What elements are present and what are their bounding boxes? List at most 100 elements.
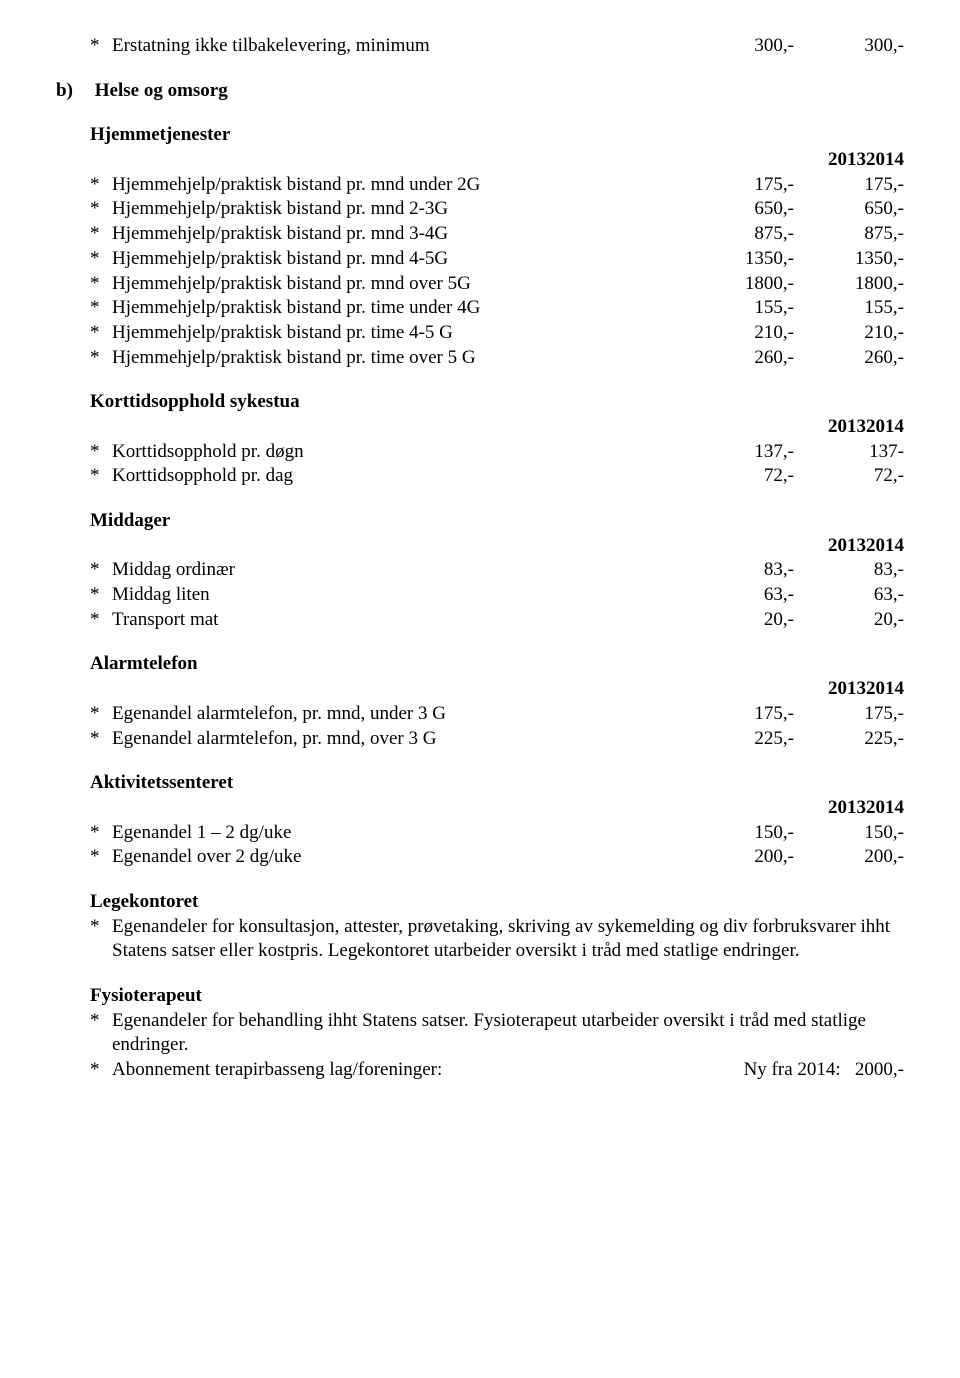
paragraph-text: Egenandeler for behandling ihht Statens …	[112, 1009, 904, 1058]
bullet-icon: *	[90, 1009, 112, 1058]
row-label: Korttidsopphold pr. døgn	[112, 440, 684, 465]
subsection-title: Middager	[90, 509, 904, 534]
table-row: *Korttidsopphold pr. døgn137,-137-	[90, 440, 904, 465]
table-row: *Hjemmehjelp/praktisk bistand pr. mnd ov…	[90, 272, 904, 297]
row-col-2013: 260,-	[684, 346, 794, 371]
row-col-2013: 137,-	[684, 440, 794, 465]
rows-container: *Egenandel alarmtelefon, pr. mnd, under …	[90, 702, 904, 751]
row-col-2014: 260,-	[794, 346, 904, 371]
row-col-2014: 155,-	[794, 296, 904, 321]
subsection-header: Alarmtelefon	[90, 652, 904, 677]
paragraph: * Egenandeler for konsultasjon, attester…	[90, 915, 904, 964]
paragraph: * Egenandeler for behandling ihht Staten…	[90, 1009, 904, 1058]
bullet-icon: *	[90, 845, 112, 870]
table-row: * Erstatning ikke tilbakelevering, minim…	[90, 34, 904, 59]
bullet-icon: *	[90, 727, 112, 752]
rows-container: *Hjemmehjelp/praktisk bistand pr. mnd un…	[90, 173, 904, 371]
row-label: Egenandel 1 – 2 dg/uke	[112, 821, 684, 846]
row-label: Egenandel over 2 dg/uke	[112, 845, 684, 870]
section-header: b) Helse og omsorg	[56, 79, 904, 104]
table-row: *Korttidsopphold pr. dag72,-72,-	[90, 464, 904, 489]
bullet-icon: *	[90, 173, 112, 198]
row-label: Korttidsopphold pr. dag	[112, 464, 684, 489]
row-col-2014: 1350,-	[794, 247, 904, 272]
year-col-2013: 2013	[828, 677, 866, 702]
row-col-2014: 150,-	[794, 821, 904, 846]
bullet-icon: *	[90, 222, 112, 247]
subsection-title: Alarmtelefon	[90, 652, 904, 677]
row-col-2014: 137-	[794, 440, 904, 465]
subsection-title: Hjemmetjenester	[90, 123, 904, 148]
subsection-header: Korttidsopphold sykestua	[90, 390, 904, 415]
row-col-2014: 72,-	[794, 464, 904, 489]
row-label: Transport mat	[112, 608, 684, 633]
year-col-2014: 2014	[866, 534, 904, 559]
bullet-icon: *	[90, 915, 112, 964]
row-label: Middag liten	[112, 583, 684, 608]
year-header: 2013 2014	[90, 796, 904, 821]
row-col-2014: 63,-	[794, 583, 904, 608]
year-header: 2013 2014	[90, 148, 904, 173]
subsection-title: Korttidsopphold sykestua	[90, 390, 904, 415]
bullet-icon: *	[90, 1058, 112, 1083]
bullet-icon: *	[90, 702, 112, 727]
subsection-title: Legekontoret	[90, 890, 904, 915]
row-label: Hjemmehjelp/praktisk bistand pr. time un…	[112, 296, 684, 321]
row-col-2013: 20,-	[684, 608, 794, 633]
row-label: Hjemmehjelp/praktisk bistand pr. mnd 4-5…	[112, 247, 684, 272]
table-row: *Middag liten63,-63,-	[90, 583, 904, 608]
year-col-2014: 2014	[866, 148, 904, 173]
bullet-icon: *	[90, 272, 112, 297]
row-label: Erstatning ikke tilbakelevering, minimum	[112, 34, 684, 59]
row-col-2014: 83,-	[794, 558, 904, 583]
subsection-title: Fysioterapeut	[90, 984, 904, 1009]
row-col-2013: 155,-	[684, 296, 794, 321]
row-label: Abonnement terapirbasseng lag/foreninger…	[112, 1058, 744, 1083]
row-label: Hjemmehjelp/praktisk bistand pr. mnd 2-3…	[112, 197, 684, 222]
table-row: *Middag ordinær83,-83,-	[90, 558, 904, 583]
row-label: Hjemmehjelp/praktisk bistand pr. time 4-…	[112, 321, 684, 346]
row-col-2014: 175,-	[794, 173, 904, 198]
year-col-2013: 2013	[828, 148, 866, 173]
row-label: Hjemmehjelp/praktisk bistand pr. mnd ove…	[112, 272, 684, 297]
row-col-2013: 150,-	[684, 821, 794, 846]
bullet-icon: *	[90, 464, 112, 489]
bullet-icon: *	[90, 34, 112, 59]
row-col-2014: 225,-	[794, 727, 904, 752]
bullet-icon: *	[90, 346, 112, 371]
row-col-2014: 300,-	[794, 34, 904, 59]
row-label: Hjemmehjelp/praktisk bistand pr. mnd und…	[112, 173, 684, 198]
row-col-2014: 1800,-	[794, 272, 904, 297]
row-col-2013: 1350,-	[684, 247, 794, 272]
subsection-header: Aktivitetssenteret	[90, 771, 904, 796]
section-title: Helse og omsorg	[95, 80, 228, 101]
row-label: Hjemmehjelp/praktisk bistand pr. time ov…	[112, 346, 684, 371]
row-col-2014: 20,-	[794, 608, 904, 633]
bullet-icon: *	[90, 247, 112, 272]
year-col-2014: 2014	[866, 796, 904, 821]
table-row: *Hjemmehjelp/praktisk bistand pr. time 4…	[90, 321, 904, 346]
table-row: *Hjemmehjelp/praktisk bistand pr. mnd 4-…	[90, 247, 904, 272]
bullet-icon: *	[90, 197, 112, 222]
section-letter: b)	[56, 79, 90, 104]
row-col-2014: 650,-	[794, 197, 904, 222]
table-row: *Hjemmehjelp/praktisk bistand pr. time o…	[90, 346, 904, 371]
row-col-2014: 200,-	[794, 845, 904, 870]
year-header: 2013 2014	[90, 415, 904, 440]
rows-container: *Korttidsopphold pr. døgn137,-137-*Kortt…	[90, 440, 904, 489]
paragraph-text: Egenandeler for konsultasjon, attester, …	[112, 915, 904, 964]
bullet-icon: *	[90, 583, 112, 608]
row-col-2013: 83,-	[684, 558, 794, 583]
row-col-2013: 175,-	[684, 702, 794, 727]
row-col-2013: 225,-	[684, 727, 794, 752]
year-col-2014: 2014	[866, 415, 904, 440]
subsection-title: Aktivitetssenteret	[90, 771, 904, 796]
year-col-2014: 2014	[866, 677, 904, 702]
row-col-2014: 875,-	[794, 222, 904, 247]
table-row: *Hjemmehjelp/praktisk bistand pr. mnd 2-…	[90, 197, 904, 222]
row-label: Egenandel alarmtelefon, pr. mnd, over 3 …	[112, 727, 684, 752]
year-col-2013: 2013	[828, 415, 866, 440]
subsection-header: Middager	[90, 509, 904, 534]
table-row: *Hjemmehjelp/praktisk bistand pr. time u…	[90, 296, 904, 321]
table-row: *Egenandel over 2 dg/uke200,-200,-	[90, 845, 904, 870]
